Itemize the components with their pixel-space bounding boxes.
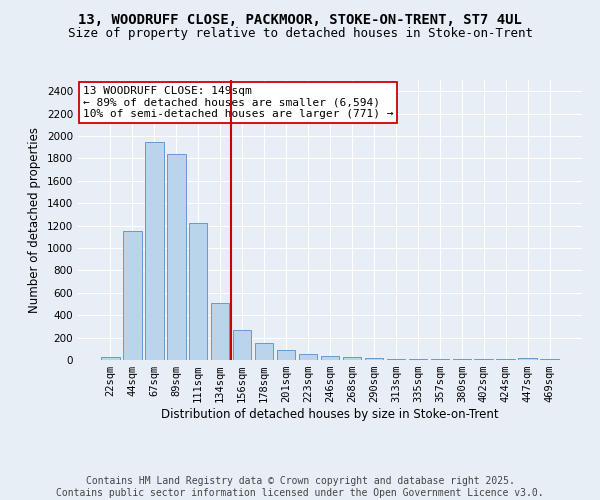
Bar (123, 231, 142, 360)
Bar (320, 356, 340, 360)
Bar (365, 358, 383, 360)
Bar (211, 303, 229, 360)
Bar (145, 142, 164, 360)
Text: 13, WOODRUFF CLOSE, PACKMOOR, STOKE-ON-TRENT, ST7 4UL: 13, WOODRUFF CLOSE, PACKMOOR, STOKE-ON-T… (78, 12, 522, 26)
Text: Size of property relative to detached houses in Stoke-on-Trent: Size of property relative to detached ho… (67, 28, 533, 40)
Bar (189, 224, 208, 360)
X-axis label: Distribution of detached houses by size in Stoke-on-Trent: Distribution of detached houses by size … (161, 408, 499, 421)
Bar (518, 358, 537, 360)
Bar (277, 350, 295, 360)
Bar (233, 330, 251, 360)
Y-axis label: Number of detached properties: Number of detached properties (28, 127, 41, 313)
Bar (167, 154, 185, 360)
Bar (299, 354, 317, 360)
Bar (343, 357, 361, 360)
Text: Contains HM Land Registry data © Crown copyright and database right 2025.
Contai: Contains HM Land Registry data © Crown c… (56, 476, 544, 498)
Text: 13 WOODRUFF CLOSE: 149sqm
← 89% of detached houses are smaller (6,594)
10% of se: 13 WOODRUFF CLOSE: 149sqm ← 89% of detac… (83, 86, 394, 119)
Bar (255, 342, 274, 360)
Bar (101, 357, 119, 360)
